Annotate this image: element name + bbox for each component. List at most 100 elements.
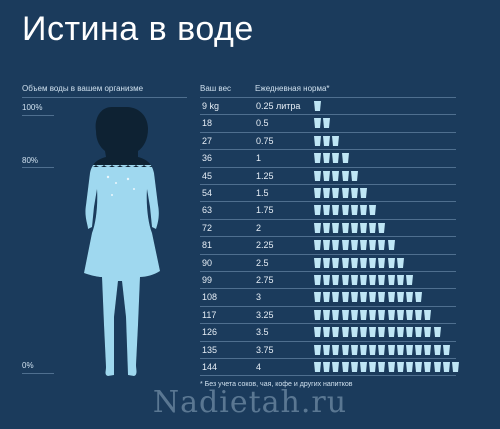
weight-cell: 90: [202, 257, 213, 268]
row-divider: [200, 271, 456, 272]
water-glass-icon: [360, 257, 367, 268]
divider: [22, 373, 54, 374]
water-glass-icon: [323, 292, 331, 303]
water-glass-icon: [369, 362, 377, 372]
water-glass-icon: [415, 327, 423, 338]
water-glass-icon: [369, 205, 377, 216]
norm-cell: 2.75: [256, 275, 274, 285]
water-glass-icon: [323, 153, 331, 164]
weight-column-header: Ваш вес: [200, 84, 232, 93]
row-divider: [200, 236, 456, 238]
woman-silhouette-icon: [84, 107, 160, 376]
water-glass-icon: [369, 275, 377, 285]
water-glass-icon: [369, 292, 377, 303]
water-glass-icon: [341, 170, 349, 181]
water-glass-icon: [396, 344, 404, 355]
row-divider: [200, 358, 456, 359]
water-glass-icon: [350, 275, 358, 285]
water-glass-icon: [378, 309, 386, 320]
row-divider: [200, 201, 456, 203]
water-glass-icon: [350, 222, 358, 233]
water-glass-icon: [332, 170, 340, 181]
water-glass-icon: [350, 257, 358, 268]
norm-cell: 1: [256, 153, 262, 164]
watermark: Nadietah.ru: [152, 385, 348, 420]
norm-cell: 3: [256, 292, 262, 303]
water-glass-icon: [360, 292, 367, 303]
water-glass-icon: [332, 362, 340, 372]
water-glass-icon: [323, 344, 331, 355]
weight-cell: 27: [202, 135, 213, 146]
page-title: Истина в воде: [22, 10, 254, 48]
water-glass-icon: [396, 327, 404, 338]
water-glass-icon: [378, 222, 386, 233]
water-glass-icon: [314, 292, 321, 303]
water-glass-icon: [314, 257, 321, 268]
water-glass-icon: [350, 362, 358, 372]
water-glass-icon: [387, 309, 395, 320]
water-glass-icon: [323, 240, 331, 251]
row-divider: [200, 305, 456, 307]
weight-cell: 54: [202, 188, 213, 198]
water-glass-icon: [360, 362, 367, 372]
water-glass-icon: [360, 205, 367, 216]
water-glass-icon: [406, 327, 413, 338]
water-glass-icon: [350, 344, 358, 355]
row-divider: [200, 114, 456, 116]
water-glass-icon: [387, 362, 395, 372]
water-glass-icon: [314, 240, 321, 251]
percent-0-label: 0%: [22, 361, 34, 370]
water-glass-icon: [406, 362, 413, 372]
water-glass-icon: [332, 153, 340, 164]
row-divider: [200, 166, 456, 168]
water-glass-icon: [323, 362, 331, 372]
water-glass-icon: [332, 257, 340, 268]
percent-80-label: 80%: [22, 156, 39, 165]
water-glass-icon: [369, 222, 377, 233]
water-glass-icon: [350, 292, 358, 303]
weight-cell: 81: [202, 240, 213, 251]
norm-cell: 3.25: [256, 309, 274, 320]
water-glass-icon: [314, 344, 321, 355]
water-glass-icon: [323, 170, 331, 181]
norm-cell: 2: [256, 222, 262, 233]
divider: [22, 167, 54, 168]
norm-column-header: Ежедневная норма*: [255, 84, 330, 93]
water-glass-icon: [360, 309, 367, 320]
water-glass-icon: [433, 362, 441, 372]
water-glass-icon: [341, 240, 349, 251]
water-glass-icon: [350, 327, 358, 338]
norm-cell: 0.5: [256, 118, 269, 129]
norm-cell: 1.5: [256, 188, 269, 198]
water-glass-icon: [332, 344, 340, 355]
weight-cell: 9 kg: [202, 101, 220, 111]
row-divider: [200, 218, 456, 220]
row-divider: [200, 131, 456, 133]
water-glass-icon: [323, 257, 331, 268]
water-glass-icon: [314, 309, 321, 320]
water-glass-icon: [424, 362, 432, 372]
percent-100-label: 100%: [22, 103, 43, 112]
water-glass-icon: [433, 327, 441, 338]
water-glass-icon: [350, 309, 358, 320]
water-glass-icon: [314, 362, 321, 372]
water-glass-icon: [396, 292, 404, 303]
norm-cell: 2.25: [256, 240, 274, 251]
water-glass-icon: [323, 327, 331, 338]
water-glass-icon: [369, 344, 377, 355]
water-glass-icon: [387, 344, 395, 355]
water-glass-icon: [406, 344, 413, 355]
row-divider: [200, 149, 456, 151]
water-glass-icon: [341, 275, 349, 285]
body-water-label: Объем воды в вашем организме: [22, 84, 144, 93]
weight-cell: 36: [202, 153, 213, 164]
water-glass-icon: [360, 188, 367, 198]
water-glass-icon: [360, 240, 367, 251]
water-glass-icon: [415, 362, 423, 372]
water-glass-icon: [332, 135, 340, 146]
water-glass-icon: [332, 205, 340, 216]
norm-cell: 2.5: [256, 257, 269, 268]
water-glass-icon: [341, 188, 349, 198]
water-glass-icon: [332, 292, 340, 303]
